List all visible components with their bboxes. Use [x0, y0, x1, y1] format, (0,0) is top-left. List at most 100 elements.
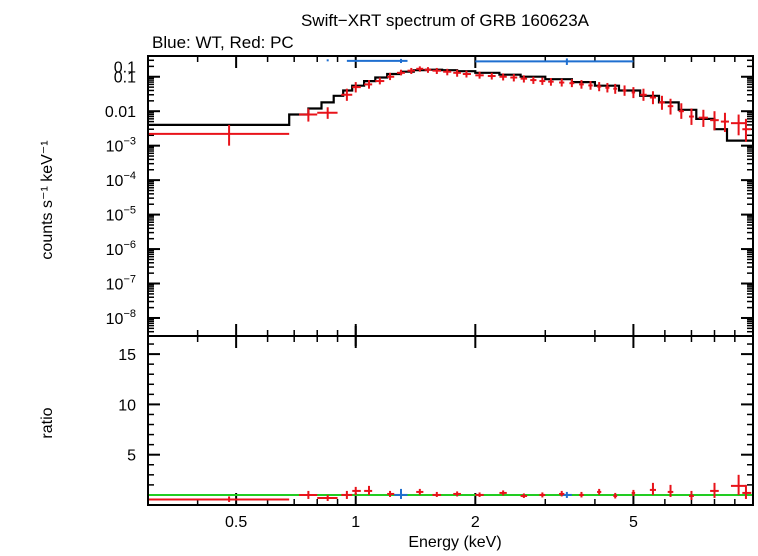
ratio-pc-point	[688, 490, 694, 500]
ratio-y-tick-label: 10	[118, 397, 136, 414]
spectrum-y-tick-label: 0.1	[114, 70, 136, 87]
spectrum-y-tick-label: 10−6	[106, 239, 136, 259]
ratio-pc-point	[667, 484, 674, 497]
spectrum-pc-point	[742, 118, 752, 142]
ratio-pc-point	[520, 493, 528, 498]
spectrum-panel: counts s⁻¹ keV⁻¹ 0.10.0110−310−410−510−6…	[39, 55, 754, 337]
ratio-pc-point	[352, 486, 361, 495]
spectrum-pc-point	[667, 98, 674, 115]
spectrum-wt-point	[326, 59, 329, 62]
spectrum-pc-point	[510, 74, 518, 82]
spectrum-y-tick-label-base: 10	[106, 277, 124, 294]
ratio-series	[148, 474, 753, 502]
spectrum-y-tick-label: 10−7	[106, 274, 136, 294]
spectrum-pc-point	[569, 79, 575, 88]
spectrum-y-tick-label: 0.1	[114, 59, 136, 76]
spectrum-y-tick-label-base: 10	[106, 242, 124, 259]
spectrum-wt-point	[346, 58, 408, 64]
spectrum-y-tick-label-exponent: −6	[123, 239, 136, 251]
spectrum-pc-point	[640, 88, 647, 101]
ratio-pc-point	[416, 488, 424, 495]
spectrum-pc-point	[462, 70, 471, 78]
spectrum-pc-point	[432, 67, 442, 75]
spectrum-pc-point	[299, 108, 318, 122]
x-tick-label: 5	[629, 514, 638, 531]
spectrum-x-ticks	[147, 56, 736, 336]
spectrum-pc-point	[710, 111, 719, 131]
x-tick-label: 2	[471, 514, 480, 531]
spectrum-pc-point	[443, 68, 452, 76]
spectrum-pc-point	[698, 109, 708, 127]
spectrum-pc-point	[579, 80, 584, 89]
spectrum-y-tick-label-exponent: −4	[123, 170, 136, 182]
spectrum-wt-point	[475, 58, 634, 65]
spectrum-pc-point	[631, 87, 636, 99]
spectrum-series	[148, 58, 753, 146]
ratio-pc-point	[742, 484, 752, 499]
ratio-pc-point	[453, 491, 461, 497]
ratio-y-ticks: 5 10 15	[118, 343, 753, 496]
ratio-pc-point	[432, 491, 442, 497]
spectrum-pc-point	[720, 112, 729, 132]
spectrum-y-label: counts s⁻¹ keV⁻¹	[39, 140, 56, 259]
spectrum-y-tick-label-exponent: −5	[123, 205, 136, 217]
ratio-pc-point	[364, 485, 373, 495]
spectrum-pc-point	[317, 107, 338, 119]
spectrum-y-tick-label: 10−8	[106, 308, 136, 328]
spectrum-pc-point	[407, 67, 416, 75]
spectrum-y-tick-label: 10−5	[106, 205, 136, 225]
x-tick-label: 1	[351, 514, 360, 531]
ratio-frame	[147, 335, 754, 506]
spectrum-y-tick-label-base: 10	[106, 208, 124, 225]
spectrum-pc-point	[613, 83, 618, 94]
spectrum-pc-point	[148, 124, 290, 146]
spectrum-pc-point	[605, 82, 610, 93]
spectrum-pc-point	[548, 77, 554, 86]
ratio-pc-point	[631, 489, 636, 496]
spectrum-y-tick-label-exponent: −8	[123, 308, 136, 320]
spectrum-pc-point	[559, 78, 565, 87]
spectrum-y-tick-label-exponent: −3	[123, 136, 136, 148]
spectrum-pc-point	[396, 69, 405, 76]
ratio-pc-point	[579, 491, 584, 498]
spectrum-y-tick-label: 10−4	[106, 170, 136, 190]
ratio-pc-point	[613, 492, 618, 499]
spectrum-pc-point	[424, 67, 432, 73]
spectrum-pc-point	[659, 95, 665, 110]
ratio-pc-point	[341, 490, 353, 499]
spectrum-y-tick-label: 0.01	[105, 104, 136, 121]
spectrum-pc-point	[588, 81, 593, 90]
spectrum-pc-point	[387, 72, 395, 81]
spectrum-y-tick-label-base: 10	[106, 311, 124, 328]
spectrum-pc-point	[520, 75, 528, 83]
spectrum-pc-point	[678, 103, 684, 119]
ratio-pc-point	[317, 494, 338, 501]
spectrum-pc-point	[487, 72, 496, 80]
ratio-y-tick-label: 5	[127, 448, 136, 465]
spectrum-pc-point	[622, 85, 627, 96]
ratio-y-tick-label: 15	[118, 347, 136, 364]
x-axis-label: Energy (keV)	[408, 534, 501, 551]
x-tick-label: 0.5	[225, 514, 247, 531]
spectrum-y-tick-label-exponent: −7	[123, 274, 136, 286]
spectrum-pc-point	[539, 77, 546, 85]
spectrum-pc-point	[530, 76, 537, 84]
spectrum-pc-point	[499, 73, 507, 81]
ratio-pc-point	[710, 482, 719, 498]
spectrum-pc-point	[688, 108, 694, 125]
ratio-pc-point	[148, 496, 290, 502]
spectrum-pc-point	[597, 82, 602, 92]
x-tick-labels: 0.5 1 2 5	[225, 326, 638, 531]
ratio-pc-point	[730, 474, 746, 495]
ratio-pc-point	[597, 488, 602, 495]
spectrum-pc-point	[375, 77, 385, 85]
chart-title: Swift−XRT spectrum of GRB 160623A	[301, 11, 590, 30]
chart-subtitle: Blue: WT, Red: PC	[152, 33, 294, 52]
ratio-pc-point	[539, 492, 546, 498]
ratio-wt-point	[561, 491, 572, 498]
ratio-y-label: ratio	[39, 407, 56, 438]
ratio-pc-point	[499, 490, 507, 496]
spectrum-pc-point	[475, 71, 484, 79]
ratio-pc-point	[475, 492, 484, 497]
